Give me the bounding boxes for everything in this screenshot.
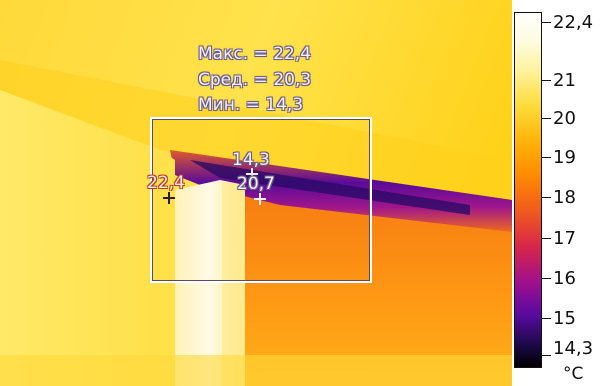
floor <box>0 355 512 386</box>
scale-label-max: 22,4 <box>553 12 594 33</box>
scale-label: 19 <box>553 147 576 168</box>
hot-spot-value: 22,4 <box>147 173 185 193</box>
scale-label: 15 <box>553 308 576 329</box>
scale-label: 20 <box>553 108 576 129</box>
thermal-image: Макс. = 22,4 Сред. = 20,3 Мин. = 14,3 14… <box>0 0 512 386</box>
max-stat: Макс. = 22,4 <box>198 44 312 64</box>
scale-label: 21 <box>553 70 576 91</box>
center-spot-value: 20,7 <box>237 174 275 194</box>
scale-tick <box>541 238 551 239</box>
ceiling-edge <box>0 60 512 210</box>
scale-tick <box>541 355 551 356</box>
cold-spot-crosshair[interactable] <box>246 168 258 180</box>
hot-spot-crosshair[interactable] <box>163 192 175 204</box>
temperature-scale-bar <box>514 12 542 368</box>
temperature-unit: °C <box>563 364 584 384</box>
min-stat: Мин. = 14,3 <box>198 95 304 115</box>
scale-label: 16 <box>553 268 576 289</box>
center-spot-crosshair[interactable] <box>254 193 266 205</box>
scale-tick <box>541 22 551 23</box>
scale-label-min: 14,3 <box>553 338 594 359</box>
door-edge <box>222 182 245 386</box>
left-wall <box>0 90 160 386</box>
scale-label: 17 <box>553 228 576 249</box>
scale-tick <box>541 80 551 81</box>
cold-core <box>190 160 470 215</box>
scale-label: 18 <box>553 187 576 208</box>
right-wall <box>245 185 512 386</box>
scale-tick <box>541 197 551 198</box>
cold-spot-value: 14,3 <box>232 150 270 170</box>
scale-tick <box>541 118 551 119</box>
avg-stat: Сред. = 20,3 <box>198 70 312 90</box>
scale-tick <box>541 318 551 319</box>
scale-tick <box>541 157 551 158</box>
measurement-box[interactable] <box>150 117 372 283</box>
thermal-scene <box>0 0 512 386</box>
scale-tick <box>541 278 551 279</box>
door-jamb <box>160 150 175 386</box>
